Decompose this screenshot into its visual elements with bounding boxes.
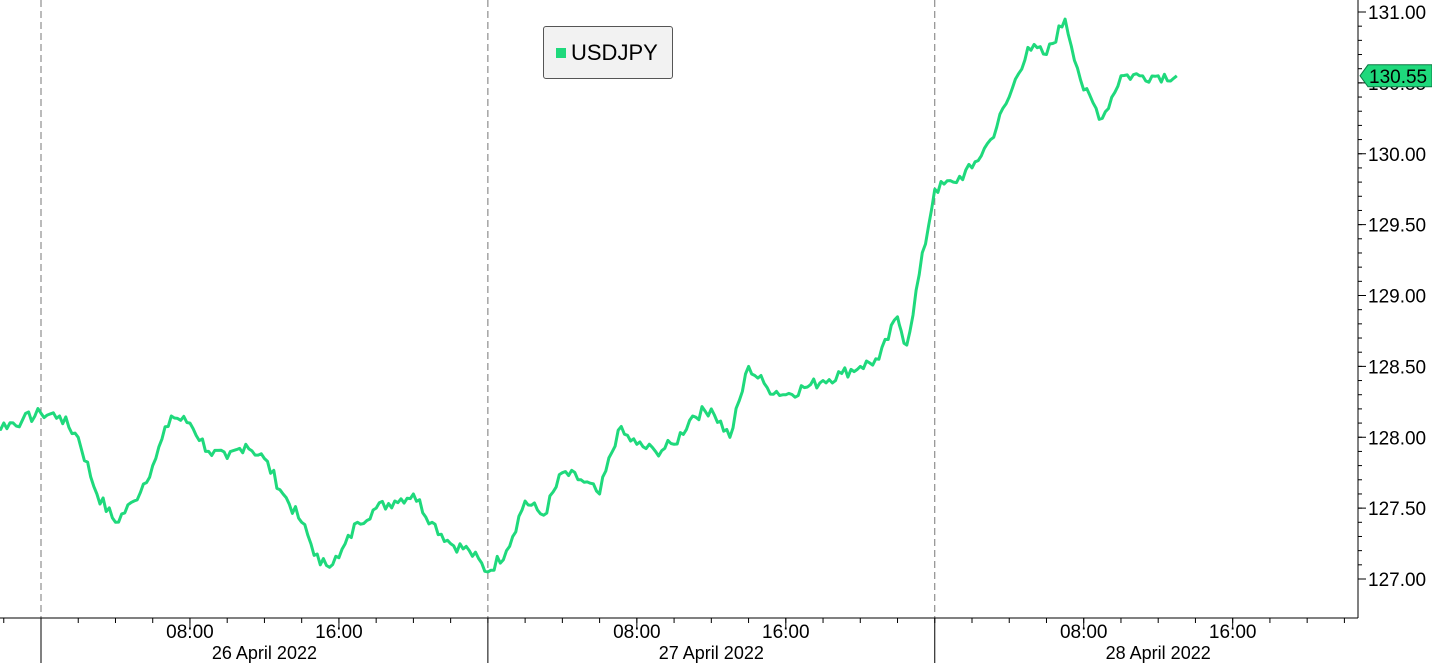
last-value-marker: 130.55 bbox=[1359, 64, 1432, 88]
chart-legend: USDJPY bbox=[543, 26, 673, 79]
y-tick-label: 130.00 bbox=[1368, 145, 1426, 166]
y-ticks: 127.00 127.50 128.00 128.50 129.00 129.50 130.… bbox=[1358, 3, 1426, 591]
last-value-label: 130.55 bbox=[1369, 67, 1427, 88]
x-tick-label: 08:00 bbox=[1060, 622, 1108, 643]
y-tick-label: 129.00 bbox=[1368, 287, 1426, 308]
legend-label: USDJPY bbox=[571, 39, 658, 65]
y-tick-label: 128.00 bbox=[1368, 428, 1426, 449]
x-ticks: 08:00 16:00 08:00 16:00 08:00 16:00 bbox=[3, 618, 1345, 643]
y-tick-label: 131.00 bbox=[1368, 3, 1426, 24]
y-tick-label: 127.00 bbox=[1368, 570, 1426, 591]
date-labels: 26 April 2022 27 April 2022 28 April 2022 bbox=[212, 643, 1211, 663]
legend-swatch bbox=[556, 47, 566, 58]
x-tick-label: 16:00 bbox=[762, 622, 810, 643]
date-label: 27 April 2022 bbox=[659, 643, 764, 663]
y-tick-label: 128.50 bbox=[1368, 357, 1426, 378]
y-tick-label: 129.50 bbox=[1368, 216, 1426, 237]
x-tick-label: 16:00 bbox=[315, 622, 363, 643]
date-label: 28 April 2022 bbox=[1106, 643, 1211, 663]
x-tick-label: 08:00 bbox=[613, 622, 661, 643]
y-tick-label: 127.50 bbox=[1368, 499, 1426, 520]
axes bbox=[0, 0, 1359, 619]
x-tick-label: 08:00 bbox=[166, 622, 214, 643]
usdjpy-series-line bbox=[0, 17, 1178, 574]
x-tick-label: 16:00 bbox=[1209, 622, 1257, 643]
day-separators bbox=[40, 0, 936, 663]
last-value-badge bbox=[1359, 64, 1432, 88]
date-label: 26 April 2022 bbox=[212, 643, 317, 663]
